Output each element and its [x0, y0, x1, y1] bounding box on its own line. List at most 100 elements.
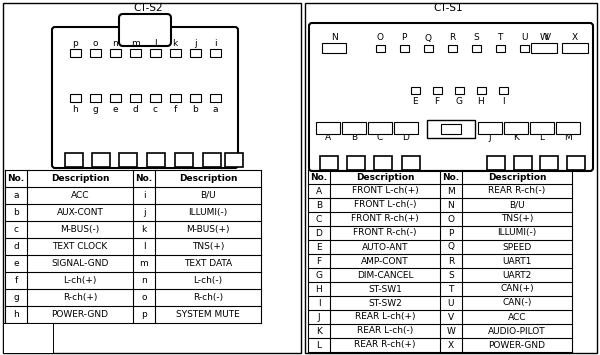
Text: f: f [14, 276, 17, 285]
Text: No.: No. [7, 174, 25, 183]
Text: h: h [72, 105, 78, 115]
Text: E: E [316, 242, 322, 251]
Bar [322, 43, 346, 53]
Text: TEXT CLOCK: TEXT CLOCK [52, 242, 107, 251]
Bar [402, 156, 420, 170]
Text: ILLUMI(-): ILLUMI(-) [188, 208, 227, 217]
Text: R: R [448, 257, 454, 266]
Text: No.: No. [136, 174, 152, 183]
Text: M: M [447, 186, 455, 196]
Text: No.: No. [442, 173, 460, 181]
Text: POWER-GND: POWER-GND [488, 340, 545, 350]
Text: N: N [448, 201, 454, 209]
Text: c: c [14, 225, 19, 234]
Text: M: M [564, 133, 572, 142]
Text: m: m [131, 39, 139, 49]
Text: A: A [325, 133, 331, 142]
Text: e: e [112, 105, 118, 115]
Bar [130, 49, 140, 57]
FancyBboxPatch shape [309, 23, 593, 171]
Text: FRONT L-ch(+): FRONT L-ch(+) [352, 186, 418, 196]
Bar [89, 49, 101, 57]
Text: ILLUMI(-): ILLUMI(-) [497, 229, 536, 237]
Text: J: J [488, 133, 491, 142]
Text: Q: Q [425, 33, 431, 43]
Text: 20,: 20, [22, 333, 35, 343]
Text: REAR R-ch(+): REAR R-ch(+) [354, 340, 416, 350]
Text: Description: Description [51, 174, 109, 183]
Text: W: W [446, 327, 455, 335]
Bar [394, 122, 418, 134]
Text: FRONT R-ch(-): FRONT R-ch(-) [353, 229, 417, 237]
Text: O: O [377, 33, 383, 43]
Text: No.: No. [310, 173, 328, 181]
Bar [342, 122, 366, 134]
Text: CAN(+): CAN(+) [500, 284, 534, 294]
Text: UART1: UART1 [502, 257, 532, 266]
Text: J: J [317, 312, 320, 322]
Bar [119, 153, 137, 167]
Bar [203, 153, 221, 167]
Text: X: X [448, 340, 454, 350]
Text: j: j [143, 208, 145, 217]
Bar [472, 44, 481, 51]
Text: G: G [455, 97, 463, 105]
Bar [433, 87, 442, 93]
Text: K: K [513, 133, 519, 142]
Text: REAR L-ch(-): REAR L-ch(-) [357, 327, 413, 335]
Text: SYSTEM MUTE: SYSTEM MUTE [176, 310, 240, 319]
Bar [92, 153, 110, 167]
Text: FRONT R-ch(+): FRONT R-ch(+) [351, 214, 419, 224]
Text: D: D [403, 133, 409, 142]
Text: T: T [448, 284, 454, 294]
Text: b: b [13, 208, 19, 217]
Text: a: a [13, 191, 19, 200]
Bar [110, 94, 121, 102]
Bar [149, 94, 161, 102]
Text: L-ch(+): L-ch(+) [64, 276, 97, 285]
Bar [70, 94, 80, 102]
Text: p: p [72, 39, 78, 49]
Text: ST-SW2: ST-SW2 [368, 299, 402, 307]
Text: REAR R-ch(-): REAR R-ch(-) [488, 186, 545, 196]
Bar [424, 44, 433, 51]
Text: d: d [13, 242, 19, 251]
Text: CAN(-): CAN(-) [502, 299, 532, 307]
Bar [504, 122, 528, 134]
Text: L: L [317, 340, 322, 350]
Text: D: D [316, 229, 322, 237]
Bar [496, 44, 505, 51]
Bar [531, 43, 557, 53]
Text: CT-S1: CT-S1 [433, 3, 463, 13]
Bar [562, 43, 588, 53]
Text: f: f [173, 105, 176, 115]
Bar [320, 156, 338, 170]
Text: A: A [316, 186, 322, 196]
Text: L: L [539, 133, 545, 142]
Text: M-BUS(-): M-BUS(-) [61, 225, 100, 234]
Text: h: h [13, 310, 19, 319]
Text: k: k [142, 225, 146, 234]
Bar [147, 153, 165, 167]
Text: b: b [192, 105, 198, 115]
Text: REAR L-ch(+): REAR L-ch(+) [355, 312, 415, 322]
Bar [65, 153, 83, 167]
Bar [400, 44, 409, 51]
Text: o: o [141, 293, 147, 302]
Text: DIM-CANCEL: DIM-CANCEL [357, 271, 413, 279]
Bar [487, 156, 505, 170]
Text: V: V [545, 33, 551, 43]
Text: j: j [194, 39, 196, 49]
Text: B/U: B/U [509, 201, 525, 209]
Text: k: k [172, 39, 178, 49]
Text: AUX-CONT: AUX-CONT [56, 208, 103, 217]
Bar [556, 122, 580, 134]
Text: B/U: B/U [200, 191, 216, 200]
Text: ACC: ACC [508, 312, 526, 322]
Bar [316, 122, 340, 134]
Text: d: d [132, 105, 138, 115]
Text: AUTO-ANT: AUTO-ANT [362, 242, 408, 251]
Text: U: U [521, 33, 527, 43]
Text: g: g [92, 105, 98, 115]
Bar [544, 44, 553, 51]
